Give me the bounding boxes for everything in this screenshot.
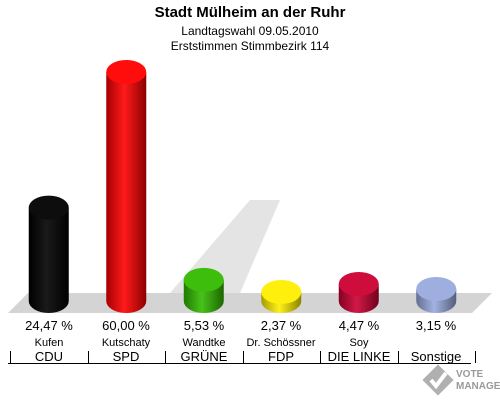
logo-line-manager: MANAGER bbox=[456, 381, 500, 392]
value-label-fdp: 2,37 % bbox=[260, 318, 302, 333]
bar-spd bbox=[106, 60, 147, 313]
party-label-fdp: FDP bbox=[268, 349, 294, 364]
chart-title: Stadt Mülheim an der Ruhr bbox=[154, 4, 346, 21]
bar-sonstige bbox=[416, 276, 457, 313]
candidate-label-spd: Kutschaty bbox=[101, 337, 151, 349]
label-separator bbox=[165, 351, 166, 363]
vote-manager-mark-icon bbox=[422, 364, 454, 396]
candidate-label-die-linke: Soy bbox=[349, 337, 369, 349]
value-label-cdu: 24,47 % bbox=[25, 318, 73, 333]
bar-cdu bbox=[28, 195, 69, 313]
label-baseline bbox=[8, 363, 471, 364]
label-separator bbox=[10, 351, 11, 363]
candidate-label-cdu: Kufen bbox=[34, 337, 64, 349]
chart-subtitle-election: Landtagswahl 09.05.2010 bbox=[181, 24, 319, 38]
party-label-cdu: CDU bbox=[34, 349, 64, 364]
label-separator bbox=[243, 351, 244, 363]
vote-manager-logo: VOTE MANAGER bbox=[422, 364, 500, 398]
value-label-spd: 60,00 % bbox=[102, 318, 150, 333]
value-label-gr-ne: 5,53 % bbox=[183, 318, 225, 333]
label-separator bbox=[398, 351, 399, 363]
label-separator bbox=[88, 351, 89, 363]
label-separator bbox=[320, 351, 321, 363]
party-label-gr-ne: GRÜNE bbox=[180, 349, 228, 364]
bar-die-linke bbox=[338, 271, 379, 313]
party-label-die-linke: DIE LINKE bbox=[327, 349, 391, 364]
candidate-label-gr-ne: Wandtke bbox=[182, 337, 226, 349]
bar-fdp bbox=[261, 279, 302, 313]
label-separator bbox=[475, 351, 476, 363]
value-label-die-linke: 4,47 % bbox=[338, 318, 380, 333]
party-label-sonstige: Sonstige bbox=[410, 349, 462, 364]
candidate-label-fdp: Dr. Schössner bbox=[246, 337, 316, 349]
chart-subtitle-district: Erststimmen Stimmbezirk 114 bbox=[170, 39, 330, 53]
value-label-sonstige: 3,15 % bbox=[415, 318, 457, 333]
party-label-spd: SPD bbox=[112, 349, 140, 364]
bar-gr-ne bbox=[183, 267, 224, 313]
logo-line-vote: VOTE bbox=[456, 369, 484, 380]
